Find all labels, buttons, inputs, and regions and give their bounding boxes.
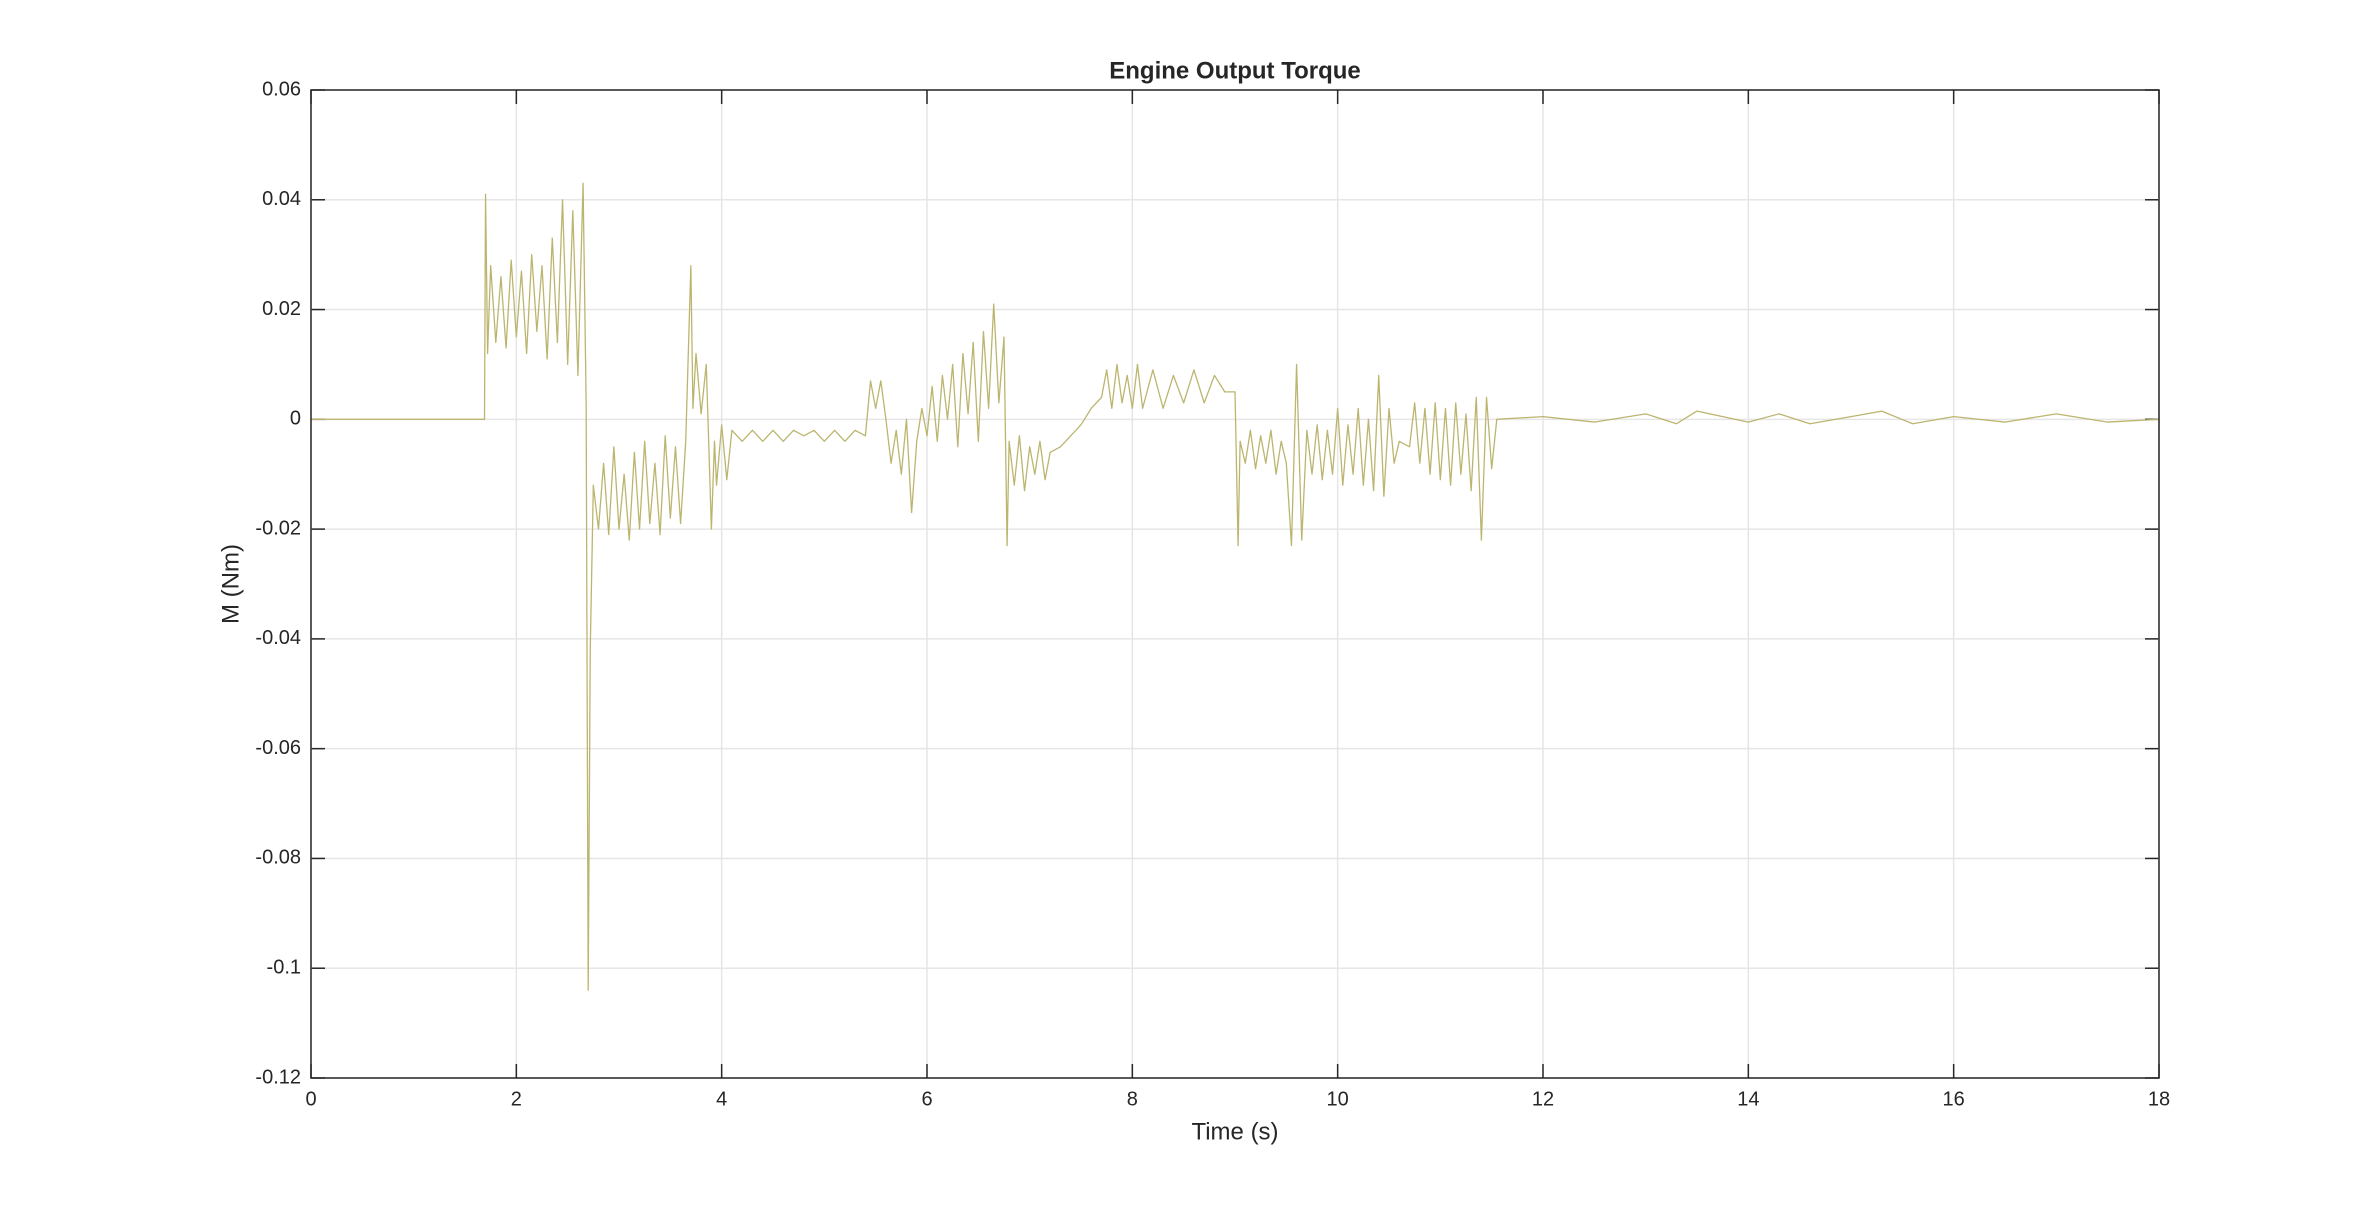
y-tick-label: 0.02 bbox=[262, 298, 301, 320]
x-tick-label: 16 bbox=[1943, 1088, 1965, 1110]
x-axis-label: Time (s) bbox=[1191, 1118, 1278, 1145]
x-tick-label: 4 bbox=[716, 1088, 727, 1110]
y-tick-label: 0 bbox=[290, 408, 301, 430]
x-tick-label: 10 bbox=[1327, 1088, 1349, 1110]
x-tick-label: 14 bbox=[1737, 1088, 1759, 1110]
y-tick-label: -0.02 bbox=[255, 517, 301, 539]
y-tick-label: -0.12 bbox=[255, 1066, 301, 1088]
x-tick-label: 8 bbox=[1127, 1088, 1138, 1110]
x-tick-label: 0 bbox=[305, 1088, 316, 1110]
x-tick-label: 2 bbox=[511, 1088, 522, 1110]
y-axis-label: M (Nm) bbox=[217, 544, 244, 624]
y-tick-label: -0.1 bbox=[267, 957, 301, 979]
plot-frame bbox=[310, 89, 2160, 1079]
data-line bbox=[311, 182, 2160, 991]
x-tick-label: 6 bbox=[921, 1088, 932, 1110]
y-tick-label: -0.08 bbox=[255, 847, 301, 869]
x-tick-label: 18 bbox=[2148, 1088, 2170, 1110]
x-tick-label: 12 bbox=[1532, 1088, 1554, 1110]
y-tick-label: -0.04 bbox=[255, 627, 301, 649]
y-tick-label: 0.04 bbox=[262, 188, 301, 210]
chart-title: Engine Output Torque bbox=[1109, 57, 1361, 84]
y-tick-label: 0.06 bbox=[262, 78, 301, 100]
y-tick-label: -0.06 bbox=[255, 737, 301, 759]
